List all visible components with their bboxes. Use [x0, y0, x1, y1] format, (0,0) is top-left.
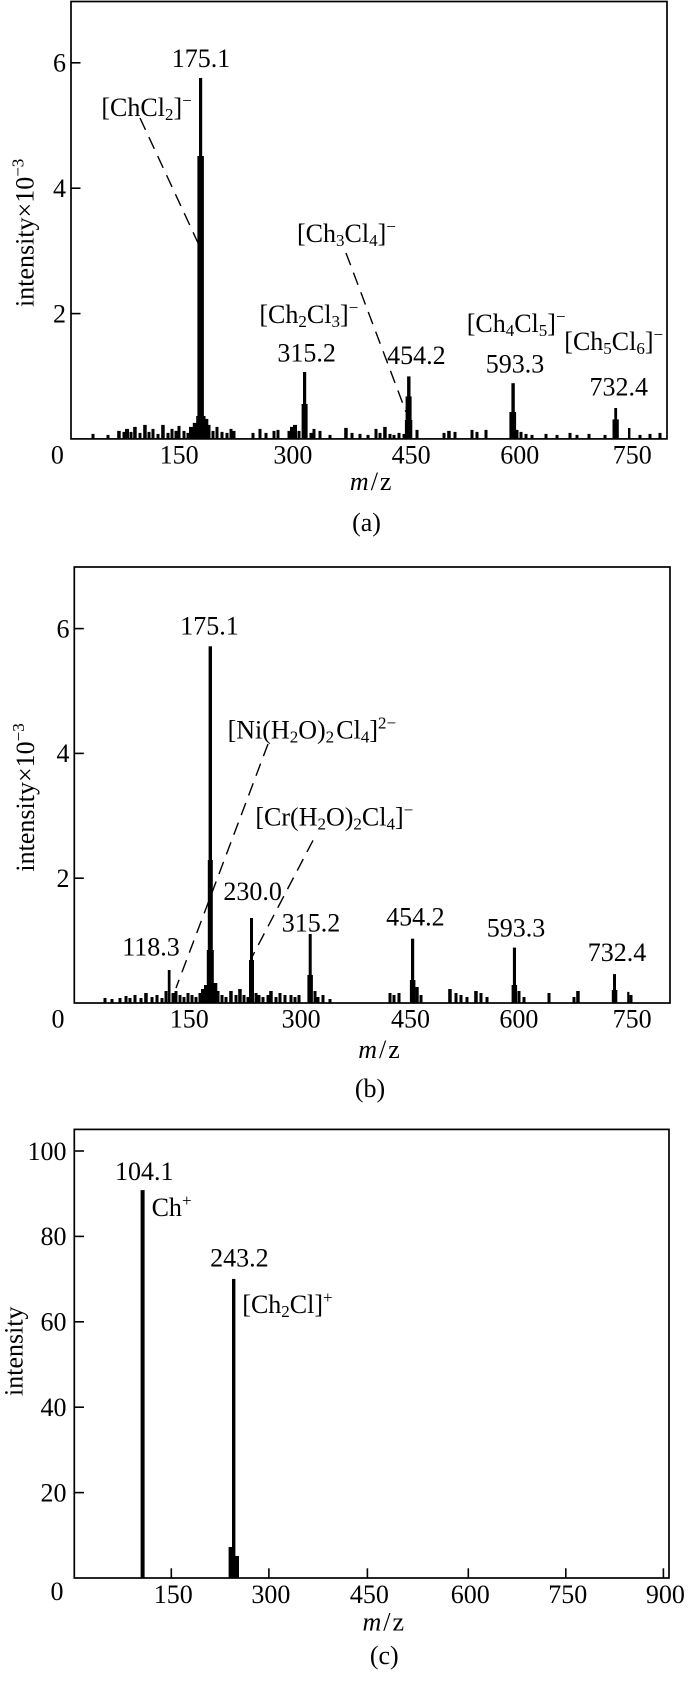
svg-text:20: 20 [41, 1478, 67, 1507]
svg-text:40: 40 [41, 1393, 67, 1422]
svg-text:900: 900 [646, 1580, 685, 1609]
svg-text:6: 6 [53, 49, 66, 78]
svg-text:175.1: 175.1 [180, 612, 239, 641]
svg-text:0: 0 [52, 1005, 65, 1034]
svg-text:450: 450 [391, 1005, 430, 1034]
svg-text:80: 80 [41, 1222, 67, 1251]
svg-text:454.2: 454.2 [387, 341, 446, 370]
svg-text:104.1: 104.1 [115, 1157, 174, 1186]
svg-text:0: 0 [51, 1577, 64, 1606]
svg-text:(a): (a) [352, 508, 381, 537]
svg-text:315.2: 315.2 [282, 908, 341, 937]
svg-text:intensity×10−3: intensity×10−3 [9, 159, 40, 307]
svg-text:6: 6 [57, 614, 70, 643]
svg-text:600: 600 [499, 1005, 538, 1034]
svg-text:450: 450 [392, 440, 431, 469]
svg-text:4: 4 [57, 739, 70, 768]
svg-text:(c): (c) [370, 1641, 399, 1670]
svg-text:m/z: m/z [363, 1608, 407, 1637]
svg-text:60: 60 [41, 1308, 67, 1337]
svg-text:150: 150 [170, 1005, 209, 1034]
svg-text:600: 600 [451, 1580, 490, 1609]
svg-text:2: 2 [57, 864, 70, 893]
svg-text:750: 750 [613, 1005, 652, 1034]
svg-text:0: 0 [51, 440, 64, 469]
svg-text:600: 600 [500, 440, 539, 469]
svg-text:intensity: intensity [0, 1306, 29, 1396]
svg-text:m/z: m/z [350, 467, 394, 496]
svg-text:300: 300 [282, 1005, 321, 1034]
svg-text:[Ch4​Cl5​]−​: [Ch4​Cl5​]−​ [467, 307, 566, 340]
svg-text:150: 150 [154, 1580, 193, 1609]
svg-text:[Ch5​Cl6​]−​: [Ch5​Cl6​]−​ [564, 325, 663, 358]
svg-text:750: 750 [613, 440, 652, 469]
svg-text:300: 300 [251, 1580, 290, 1609]
svg-text:300: 300 [273, 440, 312, 469]
svg-text:intensity×10−3: intensity×10−3 [9, 723, 40, 871]
svg-text:150: 150 [160, 440, 199, 469]
svg-text:118.3: 118.3 [122, 933, 180, 962]
svg-text:[Ni(H2​O)2​ Cl4​]2−​: [Ni(H2​O)2​ Cl4​]2−​ [228, 713, 397, 746]
svg-text:[ChCl2​]−​: [ChCl2​]−​ [101, 91, 191, 124]
svg-text:[Cr(H2​O)2​Cl4​]−​: [Cr(H2​O)2​Cl4​]−​ [255, 801, 413, 834]
svg-text:593.3: 593.3 [487, 914, 546, 943]
svg-text:2: 2 [53, 299, 66, 328]
svg-text:750: 750 [548, 1580, 587, 1609]
svg-text:175.1: 175.1 [172, 44, 231, 73]
svg-text:230.0: 230.0 [223, 877, 282, 906]
svg-text:243.2: 243.2 [210, 1243, 269, 1272]
svg-text:315.2: 315.2 [277, 339, 336, 368]
svg-text:450: 450 [350, 1580, 389, 1609]
svg-text:m/z: m/z [358, 1035, 402, 1064]
svg-text:[Ch2​Cl]+​: [Ch2​Cl]+​ [242, 1288, 332, 1321]
svg-text:100: 100 [28, 1137, 67, 1166]
svg-text:[Ch3​Cl4​]−​: [Ch3​Cl4​]−​ [297, 217, 396, 250]
svg-text:593.3: 593.3 [486, 350, 545, 379]
svg-text:732.4: 732.4 [589, 373, 648, 402]
svg-text:[Ch2​Cl3​]−​: [Ch2​Cl3​]−​ [259, 298, 358, 331]
svg-text:732.4: 732.4 [588, 938, 647, 967]
svg-text:(b): (b) [355, 1074, 385, 1103]
svg-text:454.2: 454.2 [386, 902, 445, 931]
svg-text:Ch+​: Ch+​ [152, 1191, 192, 1222]
svg-text:4: 4 [53, 174, 66, 203]
